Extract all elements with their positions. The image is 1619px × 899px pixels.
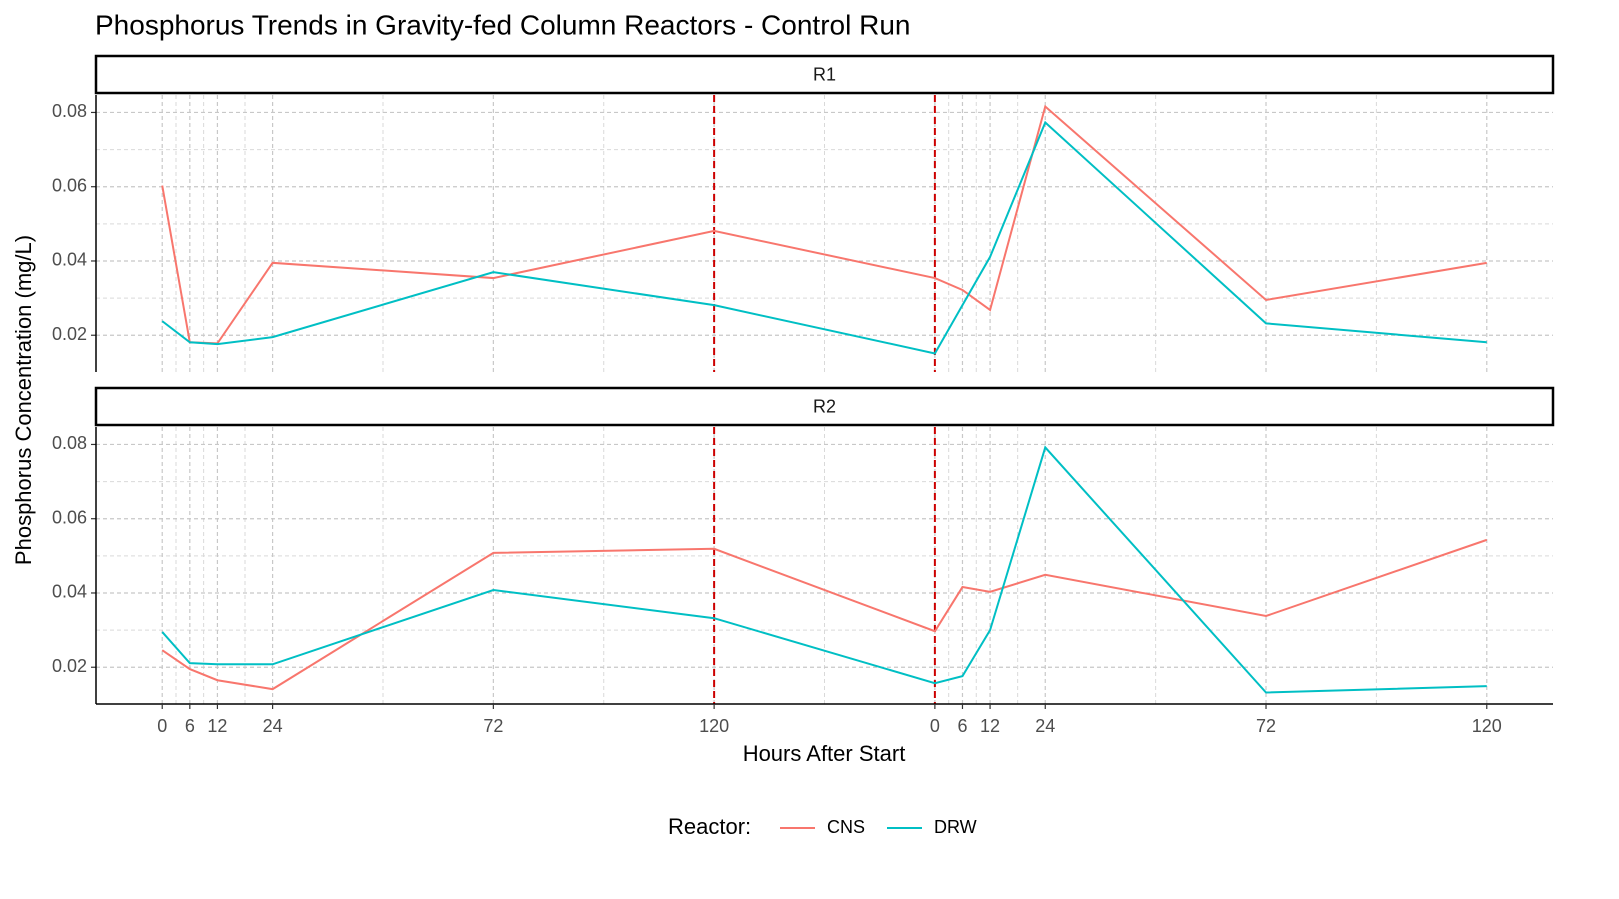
y-tick-label: 0.04 <box>52 582 87 602</box>
facet-strip <box>94 54 1555 95</box>
legend-title: Reactor: <box>668 814 751 839</box>
x-tick-label: 120 <box>1472 716 1502 736</box>
x-tick-label: 12 <box>207 716 227 736</box>
x-axis-label: Hours After Start <box>743 741 906 766</box>
legend-label: DRW <box>934 817 977 837</box>
x-tick-label: 12 <box>980 716 1000 736</box>
facet-label: R2 <box>813 396 836 416</box>
y-tick-label: 0.08 <box>52 101 87 121</box>
y-tick-label: 0.02 <box>52 656 87 676</box>
facet-strip <box>94 386 1555 427</box>
x-tick-label: 72 <box>1256 716 1276 736</box>
y-tick-label: 0.06 <box>52 175 87 195</box>
facet-label: R1 <box>813 64 836 84</box>
y-tick-label: 0.08 <box>52 433 87 453</box>
legend-label: CNS <box>827 817 865 837</box>
x-tick-label: 120 <box>699 716 729 736</box>
x-tick-label: 0 <box>930 716 940 736</box>
series-line <box>161 120 1487 355</box>
y-tick-label: 0.04 <box>52 250 87 270</box>
x-tick-label: 72 <box>483 716 503 736</box>
y-tick-label: 0.06 <box>52 507 87 527</box>
x-tick-label: 6 <box>957 716 967 736</box>
x-tick-label: 0 <box>157 716 167 736</box>
y-tick-label: 0.02 <box>52 324 87 344</box>
series-line <box>161 445 1487 694</box>
x-tick-label: 24 <box>263 716 283 736</box>
x-tick-label: 6 <box>185 716 195 736</box>
series-line <box>161 538 1488 691</box>
chart-title: Phosphorus Trends in Gravity-fed Column … <box>95 9 910 40</box>
y-axis-label: Phosphorus Concentration (mg/L) <box>11 235 36 565</box>
x-tick-label: 24 <box>1035 716 1055 736</box>
